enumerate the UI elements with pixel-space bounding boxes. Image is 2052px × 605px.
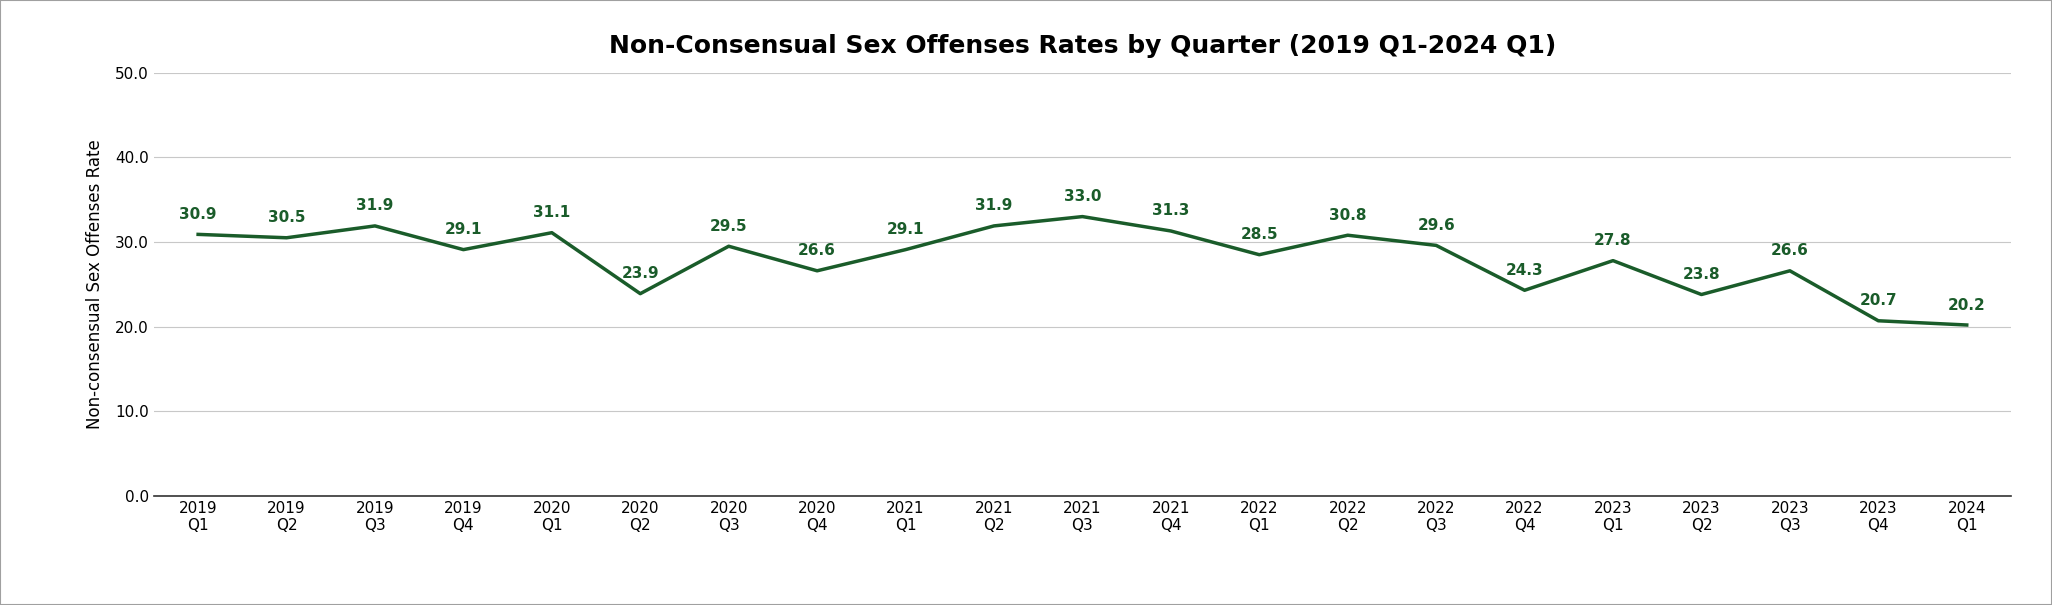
Text: 26.6: 26.6	[1771, 243, 1808, 258]
Text: 20.2: 20.2	[1947, 298, 1986, 313]
Text: 29.5: 29.5	[710, 219, 747, 234]
Text: 29.1: 29.1	[886, 222, 923, 237]
Text: 24.3: 24.3	[1506, 263, 1543, 278]
Text: 31.3: 31.3	[1151, 203, 1190, 218]
Text: 31.9: 31.9	[357, 198, 394, 214]
Text: 33.0: 33.0	[1063, 189, 1102, 204]
Text: 29.1: 29.1	[445, 222, 482, 237]
Text: 20.7: 20.7	[1859, 293, 1898, 309]
Text: 30.5: 30.5	[269, 211, 306, 225]
Y-axis label: Non-consensual Sex Offenses Rate: Non-consensual Sex Offenses Rate	[86, 140, 105, 429]
Text: 23.8: 23.8	[1683, 267, 1720, 282]
Text: 30.9: 30.9	[179, 207, 218, 222]
Text: 27.8: 27.8	[1594, 233, 1631, 248]
Text: 28.5: 28.5	[1241, 227, 1278, 242]
Title: Non-Consensual Sex Offenses Rates by Quarter (2019 Q1-2024 Q1): Non-Consensual Sex Offenses Rates by Qua…	[609, 34, 1555, 58]
Text: 26.6: 26.6	[798, 243, 835, 258]
Text: 23.9: 23.9	[622, 266, 659, 281]
Text: 31.1: 31.1	[534, 205, 570, 220]
Text: 31.9: 31.9	[975, 198, 1014, 214]
Text: 30.8: 30.8	[1330, 208, 1367, 223]
Text: 29.6: 29.6	[1418, 218, 1455, 233]
